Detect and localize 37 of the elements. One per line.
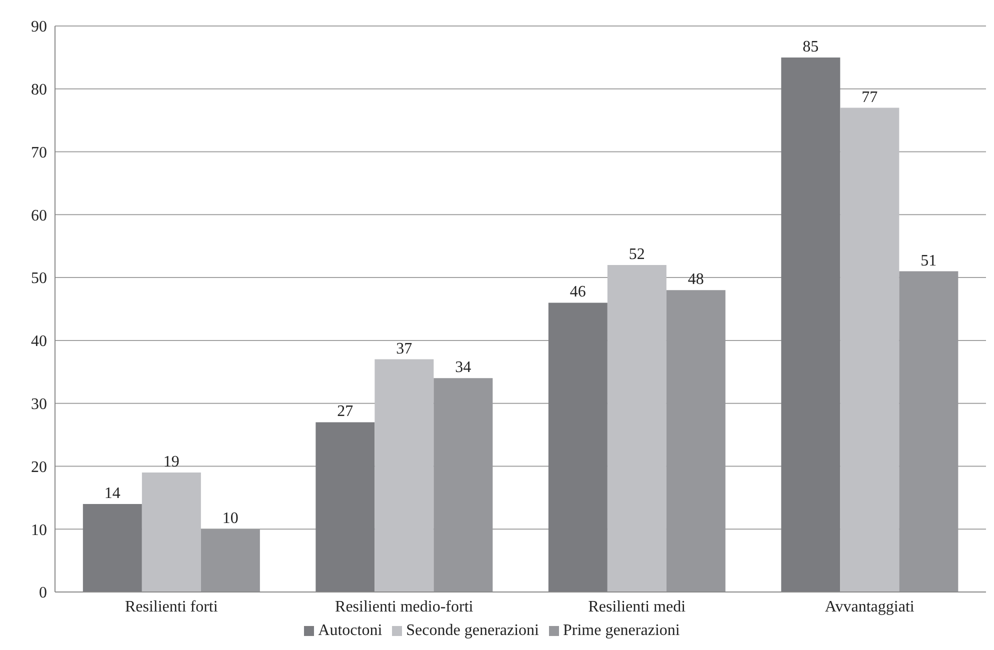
data-label: 37 [396, 340, 412, 358]
bar [548, 302, 608, 592]
data-label: 14 [104, 484, 120, 502]
legend-label: Seconde generazioni [406, 622, 539, 639]
data-label: 51 [920, 252, 937, 270]
bar [316, 422, 375, 592]
y-tick-label: 70 [31, 144, 47, 162]
bar [781, 57, 840, 592]
legend-label: Prime generazioni [562, 622, 680, 639]
y-tick-label: 20 [31, 458, 47, 476]
legend-label: Autoctoni [318, 622, 382, 639]
y-tick-label: 30 [31, 396, 47, 414]
data-label: 46 [570, 284, 586, 301]
data-label: 34 [455, 359, 472, 376]
x-tick-label: Resilienti medi [588, 598, 686, 616]
x-tick-label: Resilienti forti [124, 598, 218, 616]
y-tick-label: 50 [31, 270, 47, 288]
bar [607, 264, 666, 592]
data-label: 19 [163, 454, 180, 471]
y-tick-label: 10 [31, 522, 47, 539]
y-tick-label: 80 [31, 82, 47, 99]
bar [374, 359, 434, 592]
y-tick-label: 60 [31, 207, 47, 224]
data-label: 10 [222, 510, 238, 528]
bar [840, 108, 900, 592]
y-tick-label: 40 [31, 333, 47, 350]
data-label: 48 [688, 271, 704, 288]
data-label: 77 [862, 88, 878, 106]
y-tick-label: 0 [39, 584, 47, 602]
data-label: 85 [802, 38, 819, 56]
x-tick-label: Resilienti medio-forti [335, 598, 474, 616]
data-label: 52 [628, 246, 645, 263]
bar [142, 472, 201, 592]
bar [82, 504, 142, 592]
y-tick-label: 90 [31, 18, 47, 36]
data-label: 27 [337, 403, 354, 420]
x-tick-label: Avvantaggiati [824, 598, 915, 616]
